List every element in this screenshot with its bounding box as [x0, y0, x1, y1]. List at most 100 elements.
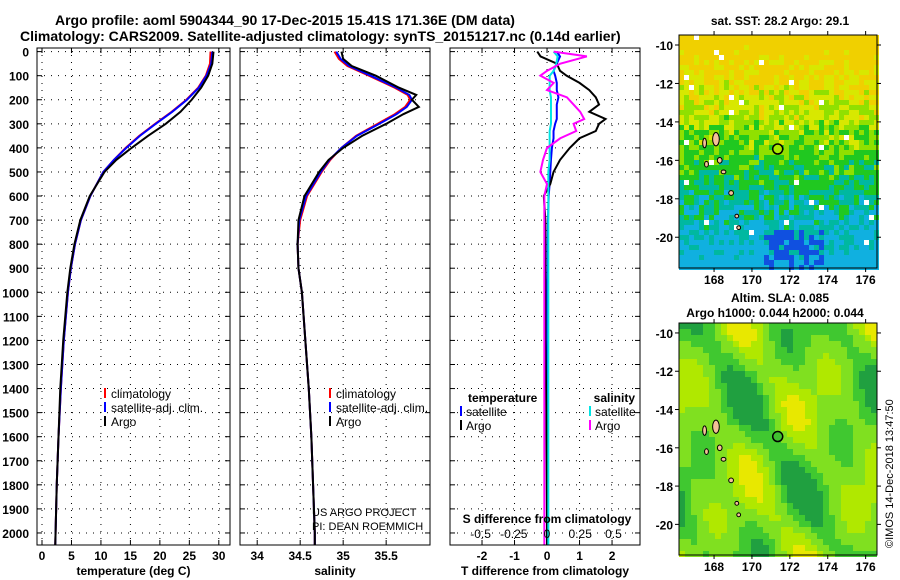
map-cell — [789, 45, 794, 50]
map-cell — [859, 170, 864, 175]
map-cell — [799, 521, 805, 527]
map-cell — [789, 230, 794, 235]
map-cell — [784, 95, 789, 100]
map-cell — [849, 95, 854, 100]
map-cell — [729, 205, 734, 210]
map-cell — [751, 497, 757, 503]
map-cell — [685, 479, 691, 485]
map-cell — [704, 195, 709, 200]
map-cell — [859, 383, 865, 389]
map-cell — [829, 389, 835, 395]
map-cell — [829, 497, 835, 503]
map-cell — [769, 455, 775, 461]
map-cell — [824, 70, 829, 75]
map-cell — [847, 389, 853, 395]
map-cell — [871, 383, 877, 389]
map-cell — [854, 50, 859, 55]
map-cell — [763, 347, 769, 353]
map-cell — [814, 90, 819, 95]
map-cell — [854, 155, 859, 160]
y-tick-label: 1500 — [2, 407, 29, 421]
map-cell — [719, 105, 724, 110]
map-cell — [719, 80, 724, 85]
map-cell — [769, 347, 775, 353]
map-cell — [679, 170, 684, 175]
map-cell — [859, 135, 864, 140]
map-cell — [764, 130, 769, 135]
map-cell — [839, 135, 844, 140]
map-cell — [817, 401, 823, 407]
map-cell — [779, 85, 784, 90]
map-cell — [804, 50, 809, 55]
map-cell — [745, 455, 751, 461]
map-cell — [694, 120, 699, 125]
map-cell — [763, 503, 769, 509]
map-cell — [811, 503, 817, 509]
map-cell — [764, 50, 769, 55]
map-cell — [757, 359, 763, 365]
map-cell — [754, 35, 759, 40]
map-cell — [729, 65, 734, 70]
map-cell — [754, 50, 759, 55]
map-cell — [689, 160, 694, 165]
map-cell — [691, 383, 697, 389]
map-cell — [739, 383, 745, 389]
map-cell — [749, 50, 754, 55]
map-cell — [849, 105, 854, 110]
map-cell — [841, 419, 847, 425]
map-cell — [799, 75, 804, 80]
map-cell — [847, 395, 853, 401]
map-cell — [724, 240, 729, 245]
map-cell — [749, 205, 754, 210]
map-cell — [749, 100, 754, 105]
map-cell — [733, 413, 739, 419]
map-cell — [684, 185, 689, 190]
map-cell — [769, 449, 775, 455]
map-cell — [684, 260, 689, 265]
map-cell — [775, 389, 781, 395]
map-cell — [744, 260, 749, 265]
map-cell — [751, 551, 757, 557]
map-cell — [804, 120, 809, 125]
map-cell — [759, 80, 764, 85]
map-cell — [829, 195, 834, 200]
map-cell — [727, 533, 733, 539]
map-cell — [764, 260, 769, 265]
map-cell — [841, 359, 847, 365]
y-tick-label: 500 — [9, 166, 29, 180]
map-cell — [679, 461, 685, 467]
map-cell — [724, 135, 729, 140]
map-cell — [754, 230, 759, 235]
map-cell — [824, 135, 829, 140]
map-cell — [834, 215, 839, 220]
map-cell — [809, 90, 814, 95]
map-cell — [754, 105, 759, 110]
map-cell — [684, 110, 689, 115]
temperature-panel — [36, 47, 231, 546]
map-cell — [749, 135, 754, 140]
map-cell — [689, 245, 694, 250]
map-cell — [869, 80, 874, 85]
map-cell — [829, 341, 835, 347]
map-cell — [809, 260, 814, 265]
map-cell — [751, 365, 757, 371]
map-cell — [721, 377, 727, 383]
map-cell — [779, 155, 784, 160]
map-cell — [704, 70, 709, 75]
map-cell — [809, 195, 814, 200]
map-cell — [844, 40, 849, 45]
map-cell — [697, 353, 703, 359]
map-cell — [853, 551, 859, 557]
map-cell — [829, 200, 834, 205]
map-cell — [749, 35, 754, 40]
map-cell — [769, 377, 775, 383]
map-cell — [869, 175, 874, 180]
map-cell — [709, 347, 715, 353]
map-cell — [699, 205, 704, 210]
map-cell — [727, 419, 733, 425]
map-cell — [697, 533, 703, 539]
map-cell — [793, 329, 799, 335]
map-cell — [819, 200, 824, 205]
map-cell — [829, 419, 835, 425]
map-cell — [769, 90, 774, 95]
